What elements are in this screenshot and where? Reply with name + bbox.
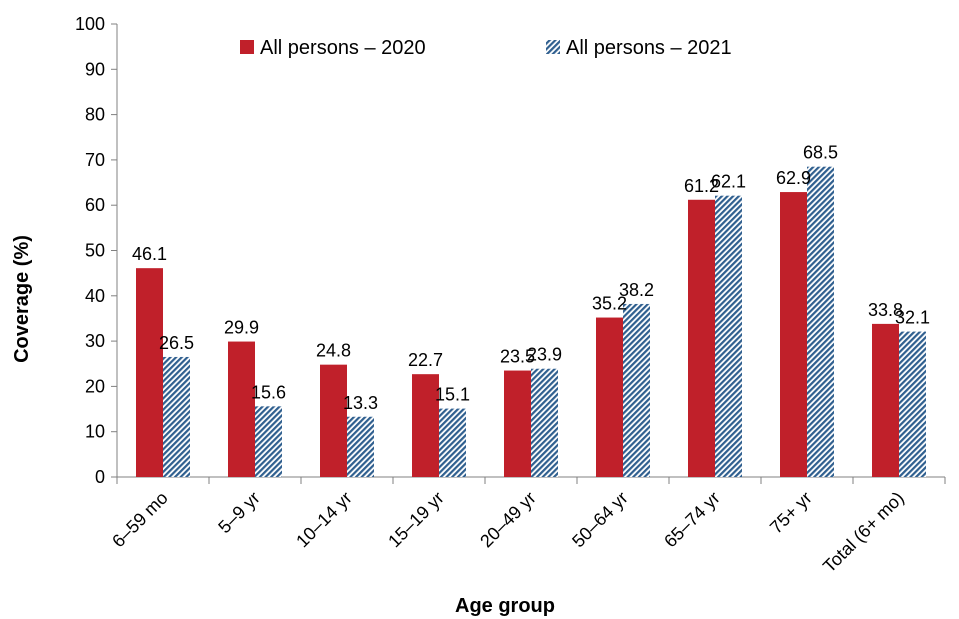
y-tick-label: 20 — [85, 376, 105, 396]
data-label: 35.2 — [592, 294, 627, 314]
bar-2021 — [807, 166, 834, 477]
bar-2021 — [255, 406, 282, 477]
data-label: 24.8 — [316, 341, 351, 361]
data-label: 38.2 — [619, 280, 654, 300]
bar-2020 — [136, 268, 163, 477]
x-tick-label: 10–14 yr — [292, 488, 356, 552]
data-label: 33.8 — [868, 300, 903, 320]
bar-2020 — [596, 317, 623, 477]
legend-swatch-2020 — [240, 40, 254, 54]
data-labels: 46.1 26.5 29.9 15.6 24.8 13.3 22.7 15.1 23.523.9… — [132, 143, 930, 413]
y-tick-labels: 0 10 20 30 40 50 60 70 80 90 100 — [75, 14, 105, 487]
bar-2020 — [320, 364, 347, 477]
x-tick-label: 65–74 yr — [660, 488, 724, 552]
data-label: 29.9 — [224, 318, 259, 338]
y-tick-label: 90 — [85, 59, 105, 79]
y-tick-label: 80 — [85, 105, 105, 125]
x-tick-label: Total (6+ mo) — [819, 488, 908, 577]
data-label: 61.2 — [684, 176, 719, 196]
bar-2021 — [531, 368, 558, 477]
data-label: 15.6 — [251, 382, 286, 402]
data-label: 23.5 — [500, 347, 535, 367]
data-label: 46.1 — [132, 244, 167, 264]
y-axis-title: Coverage (%) — [11, 235, 33, 363]
bar-2020 — [412, 374, 439, 477]
bar-2021 — [439, 408, 466, 477]
x-tick-label: 20–49 yr — [476, 488, 540, 552]
y-tick-label: 70 — [85, 150, 105, 170]
legend: All persons – 2020 All persons – 2021 — [240, 37, 732, 59]
bar-2020 — [228, 341, 255, 477]
bar-2020 — [504, 370, 531, 477]
data-label: 13.3 — [343, 393, 378, 413]
x-tick-labels: 6–59 mo 5–9 yr 10–14 yr 15–19 yr 20–49 yr 50–… — [108, 488, 908, 577]
bar-2021 — [347, 416, 374, 477]
legend-label-2020: All persons – 2020 — [260, 37, 426, 59]
data-label: 68.5 — [803, 143, 838, 163]
bars — [136, 166, 926, 478]
y-tick-label: 10 — [85, 422, 105, 442]
data-label: 32.1 — [895, 308, 930, 328]
bar-2021 — [623, 303, 650, 477]
bar-2021 — [163, 356, 190, 477]
x-tick-label: 50–64 yr — [568, 488, 632, 552]
x-tick-label: 5–9 yr — [214, 488, 264, 538]
data-label: 22.7 — [408, 350, 443, 370]
legend-label-2021: All persons – 2021 — [566, 37, 732, 59]
data-label: 15.1 — [435, 385, 470, 405]
data-label: 62.9 — [776, 168, 811, 188]
bar-2020 — [780, 192, 807, 478]
x-tick-label: 6–59 mo — [108, 488, 172, 552]
y-tick-label: 30 — [85, 331, 105, 351]
y-tick-label: 40 — [85, 286, 105, 306]
bar-2021 — [899, 331, 926, 477]
x-tick-label: 75+ yr — [766, 488, 816, 538]
data-label: 62.1 — [711, 172, 746, 192]
bar-2020 — [872, 323, 899, 477]
bar-2021 — [715, 195, 742, 477]
y-tick-label: 0 — [95, 467, 105, 487]
bar-2020 — [688, 199, 715, 477]
data-label: 26.5 — [159, 333, 194, 353]
y-tick-label: 50 — [85, 241, 105, 261]
x-axis-title: Age group — [455, 595, 555, 617]
x-tick-label: 15–19 yr — [384, 488, 448, 552]
y-tick-label: 60 — [85, 195, 105, 215]
y-tick-label: 100 — [75, 14, 105, 34]
legend-swatch-2021 — [546, 40, 560, 54]
data-label: 23.9 — [527, 345, 562, 365]
